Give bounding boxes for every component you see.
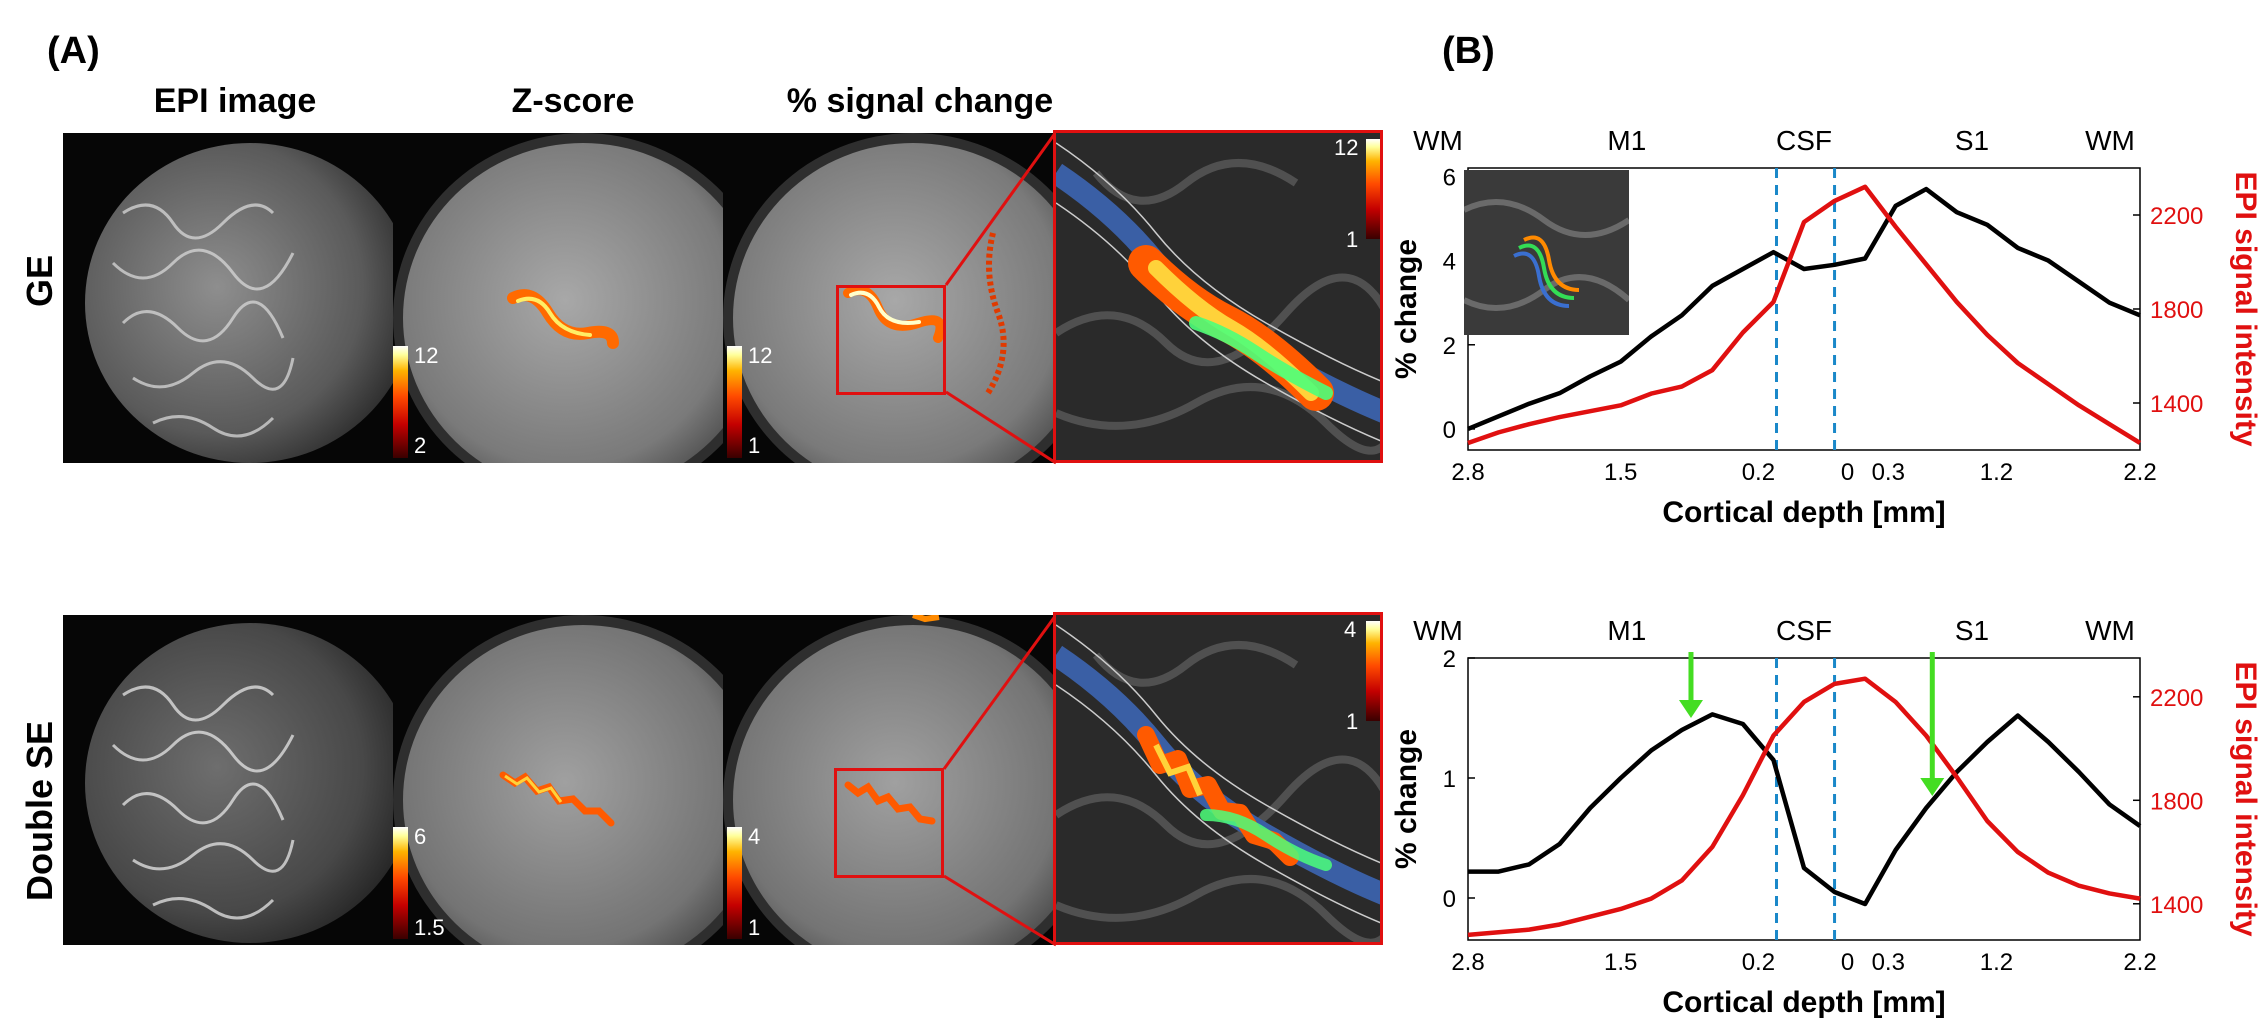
c1-peak-arrow-head	[1920, 778, 1945, 796]
c0-y-axis-label: % change	[1390, 239, 1423, 379]
c0-xtick-label: 0.2	[1742, 459, 1775, 486]
c1-y2tick-label: 2200	[2150, 685, 2203, 712]
se-zoom-colorbar	[1366, 621, 1380, 721]
ge-psc-activation	[843, 232, 1007, 395]
ge-zscore-cbar-max: 12	[414, 343, 439, 368]
c0-y2tick-label: 1400	[2150, 391, 2203, 418]
c0-xtick-label: 0	[1841, 459, 1854, 486]
c0-y2tick-label: 2200	[2150, 203, 2203, 230]
se-zoom-cbar-min: 1	[1346, 709, 1359, 734]
c1-y2tick-label: 1400	[2150, 892, 2203, 919]
c1-region-label: WM	[2085, 615, 2135, 646]
c0-ytick-label: 0	[1443, 417, 1456, 444]
c1-region-label: M1	[1607, 615, 1646, 646]
ge-psc-image: 12 1	[723, 133, 1053, 463]
c1-xtick-label: 2.2	[2123, 949, 2156, 976]
ge-epi-image	[63, 133, 393, 463]
c0-xtick-label: 1.5	[1604, 459, 1637, 486]
panel-b-label: (B)	[1442, 30, 1495, 72]
c1-xtick-label: 0.2	[1742, 949, 1775, 976]
c0-xtick-label: 2.2	[2123, 459, 2156, 486]
ge-zscore-image: 12 2	[393, 133, 723, 463]
c0-x-axis-label: Cortical depth [mm]	[1662, 496, 1945, 529]
c1-region-label: CSF	[1776, 615, 1832, 646]
se-psc-colorbar	[727, 827, 742, 939]
ge-zscore-colorbar	[393, 346, 408, 458]
ge-zoom-cbar-min: 1	[1346, 227, 1359, 252]
c1-xtick-label: 1.5	[1604, 949, 1637, 976]
ge-zoom-colorbar	[1366, 139, 1380, 239]
ge-zoom-panel: 12 1	[1053, 130, 1383, 463]
se-psc-activation	[844, 615, 940, 825]
c0-ytick-label: 6	[1443, 164, 1456, 191]
se-zoom-cbar-max: 4	[1344, 617, 1357, 642]
se-zoom-content	[1056, 624, 1380, 942]
c1-xtick-label: 0	[1841, 949, 1854, 976]
ge-epi-gyri	[111, 203, 295, 438]
se-zscore-cbar-max: 6	[414, 824, 427, 849]
c0-xtick-label: 1.2	[1980, 459, 2013, 486]
c0-region-label: WM	[2085, 125, 2135, 156]
c1-xtick-label: 0.3	[1872, 949, 1905, 976]
c0-region-label: S1	[1955, 125, 1989, 156]
c1-region-label: WM	[1413, 615, 1463, 646]
se-epi-image	[63, 615, 393, 945]
column-title-zscore: Z-score	[511, 82, 635, 120]
se-zscore-activation	[499, 771, 615, 827]
c0-y2-axis-label: EPI signal intensity	[2229, 171, 2260, 446]
se-zoom-connectors	[942, 614, 1058, 947]
se-psc-image: 4 1	[723, 615, 1053, 945]
c1-ytick-label: 0	[1443, 886, 1456, 913]
row-label-ge: GE	[19, 255, 60, 308]
c1-ytick-label: 2	[1443, 646, 1456, 673]
c0-xtick-label: 2.8	[1451, 459, 1484, 486]
c1-y2tick-label: 1800	[2150, 788, 2203, 815]
c0-y2tick-label: 1800	[2150, 297, 2203, 324]
se-psc-cbar-min: 1	[748, 915, 761, 940]
panel-a-label: (A)	[47, 30, 100, 72]
c0-series-epi-intensity	[1467, 184, 2142, 446]
c0-xtick-label: 0.3	[1872, 459, 1905, 486]
c0-ytick-label: 4	[1443, 249, 1456, 276]
ge-zscore-activation	[507, 289, 619, 349]
ge-psc-colorbar	[727, 346, 742, 458]
c1-series-epi-intensity	[1467, 676, 2141, 938]
se-roi-box	[834, 768, 944, 878]
c1-region-label: S1	[1955, 615, 1989, 646]
c1-xtick-label: 2.8	[1451, 949, 1484, 976]
c1-y-axis-label: % change	[1390, 729, 1423, 869]
ge-zoom-content	[1056, 142, 1380, 455]
se-zscore-cbar-min: 1.5	[414, 915, 445, 940]
c0-region-label: WM	[1413, 125, 1463, 156]
c1-peak-arrow-head	[1678, 700, 1703, 718]
ge-inset-thumbnail	[1464, 170, 1629, 335]
c1-xtick-label: 1.2	[1980, 949, 2013, 976]
c1-series-percent-change	[1468, 712, 2142, 907]
c1-y2-axis-label: EPI signal intensity	[2229, 661, 2260, 936]
se-zscore-image: 6 1.5	[393, 615, 723, 945]
ge-psc-cbar-max: 12	[748, 343, 773, 368]
c0-region-label: CSF	[1776, 125, 1832, 156]
se-zoom-panel: 4 1	[1053, 612, 1383, 945]
row-label-double-se: Double SE	[19, 720, 60, 902]
c0-ytick-label: 2	[1443, 333, 1456, 360]
se-epi-gyri	[111, 685, 295, 920]
se-psc-cbar-max: 4	[748, 824, 761, 849]
ge-zoom-cbar-max: 12	[1334, 135, 1359, 160]
ge-zoom-connectors	[944, 131, 1058, 465]
ge-roi-box	[836, 285, 946, 395]
c0-series-percent-change	[1467, 186, 2141, 432]
c1-x-axis-label: Cortical depth [mm]	[1662, 986, 1945, 1019]
column-title-epi: EPI image	[153, 82, 317, 120]
c0-region-label: M1	[1607, 125, 1646, 156]
ge-psc-cbar-min: 1	[748, 433, 761, 458]
c1-plot-frame	[1467, 657, 2141, 941]
ge-zscore-cbar-min: 2	[414, 433, 427, 458]
column-title-psc: % signal change	[786, 82, 1054, 120]
se-zscore-colorbar	[393, 827, 408, 939]
ge-inset-content	[1464, 199, 1629, 311]
chart-double-se-profile: WM M1 CSF S1 WM 0 1 2 1400 1800 2200 2.8 1.5 0.2 0 0.3 1…	[1390, 615, 2260, 1019]
c1-ytick-label: 1	[1443, 766, 1456, 793]
